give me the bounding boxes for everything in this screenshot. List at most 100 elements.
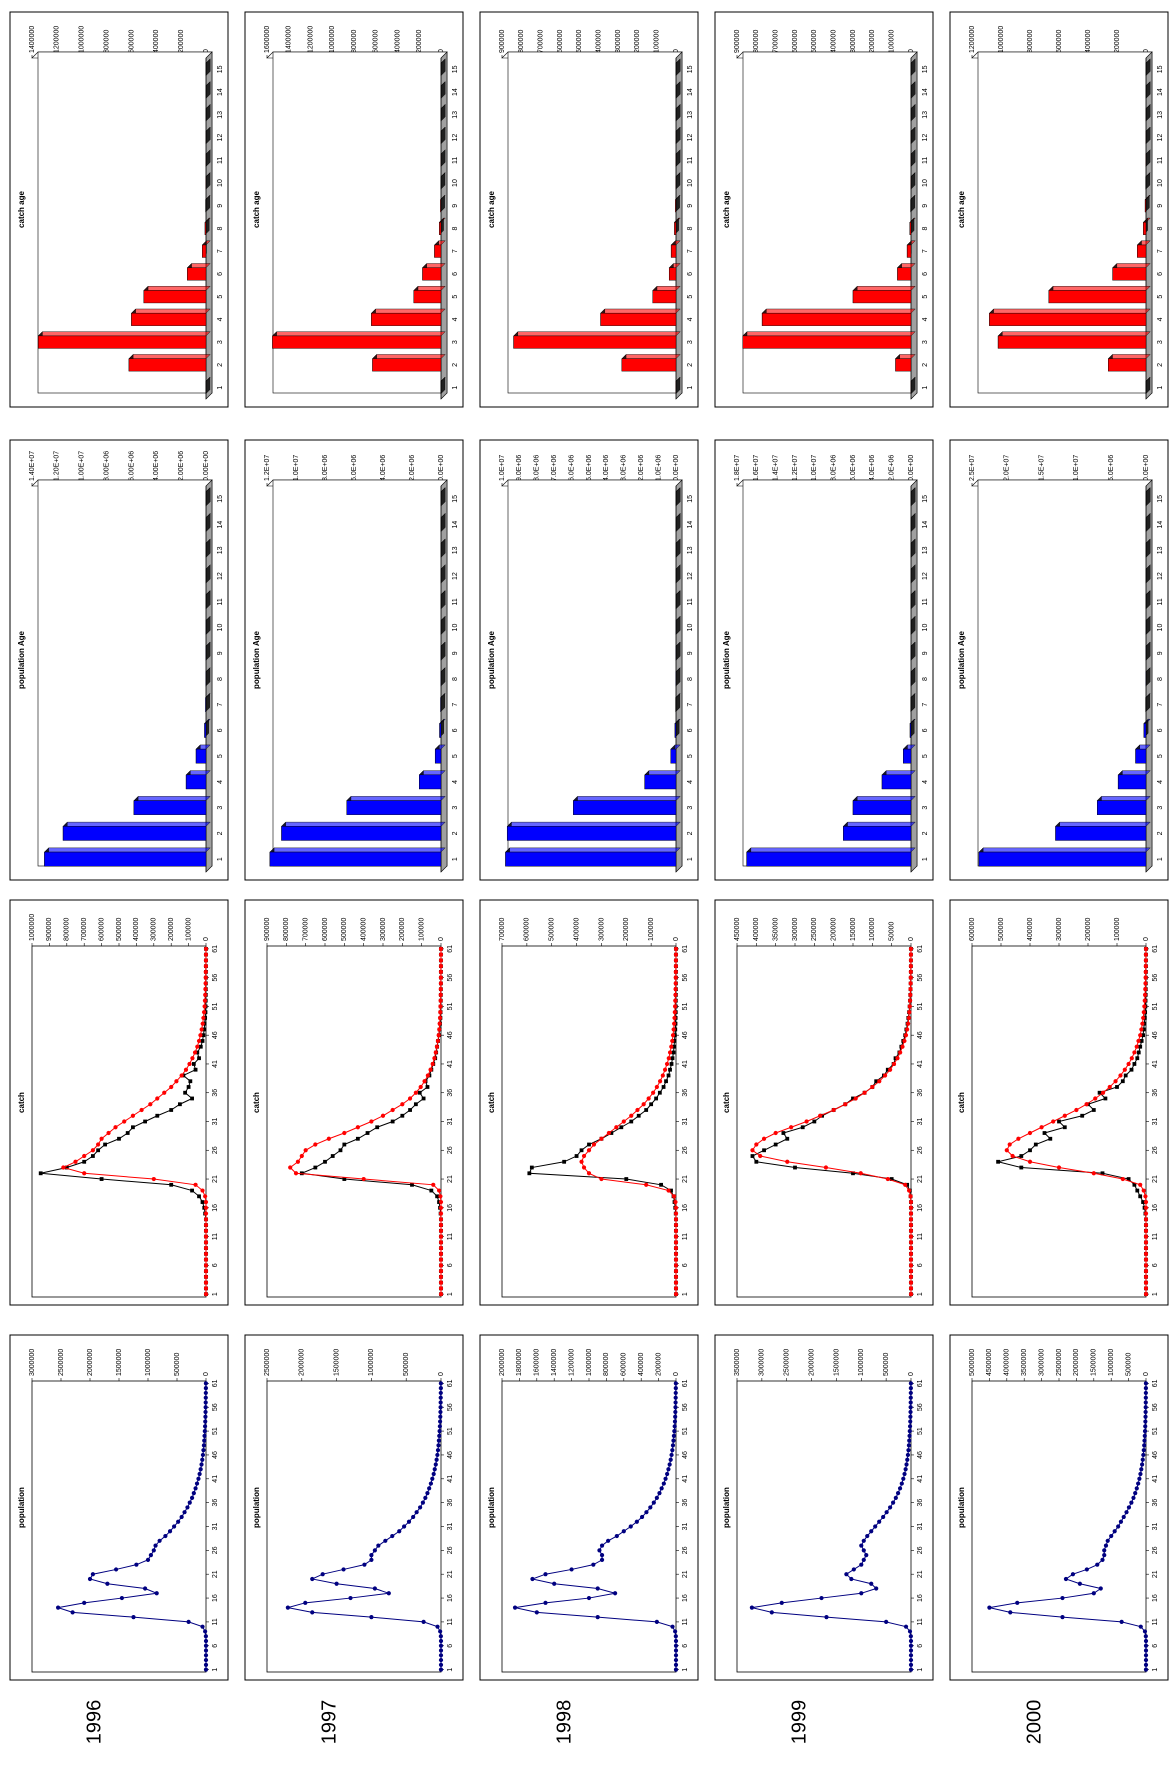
value-tick-label: 1000000	[586, 1349, 593, 1376]
value-tick-label: 500000	[549, 918, 556, 941]
category-tick-label: 6	[1157, 728, 1164, 732]
marker	[908, 1222, 914, 1228]
marker	[1143, 1263, 1149, 1268]
marker	[671, 1050, 676, 1055]
marker	[673, 969, 678, 974]
value-tick-label: 6.0E+06	[568, 455, 575, 481]
marker	[634, 1519, 639, 1524]
marker	[1063, 1576, 1069, 1582]
bar-depth	[600, 308, 681, 314]
marker	[355, 1125, 360, 1130]
marker	[438, 1292, 444, 1297]
category-tick-label: 11	[217, 598, 224, 605]
marker	[143, 1586, 148, 1591]
category-tick-label: 46	[212, 1031, 219, 1039]
marker	[438, 1286, 444, 1291]
panel-frame	[244, 439, 464, 881]
marker	[908, 1194, 913, 1199]
marker	[761, 1136, 767, 1141]
marker	[438, 1381, 443, 1386]
value-tick-label: 1.4E+07	[773, 455, 780, 481]
category-tick-label: 36	[1152, 1499, 1159, 1507]
marker	[908, 1245, 914, 1251]
marker	[902, 1471, 907, 1477]
category-tick-label: 3	[1157, 806, 1164, 810]
marker	[586, 1595, 592, 1601]
marker	[313, 1142, 318, 1147]
bar	[1143, 222, 1147, 235]
value-tick-label: 600000	[322, 918, 329, 941]
value-tick-label: 600000	[98, 918, 105, 941]
bar	[881, 774, 912, 790]
marker	[888, 1067, 893, 1072]
marker	[672, 1044, 676, 1049]
value-tick-label: 200000	[634, 30, 641, 53]
marker	[417, 1090, 422, 1095]
value-tick-label: 0	[438, 1372, 445, 1376]
marker	[178, 1102, 182, 1107]
value-tick-label: 1200000	[568, 1349, 575, 1376]
value-tick-label: 8.00E+06	[103, 451, 110, 481]
chart-title: population Age	[252, 630, 261, 688]
category-tick-label: 1	[447, 1668, 454, 1672]
marker	[987, 1605, 992, 1610]
category-tick-label: 36	[447, 1089, 454, 1097]
marker	[562, 1159, 567, 1164]
category-tick-label: 46	[212, 1451, 219, 1459]
value-tick-label: 700000	[773, 30, 780, 53]
marker	[1056, 1165, 1062, 1170]
marker	[665, 1471, 670, 1477]
bar-depth	[746, 847, 916, 853]
category-tick-label: 4	[452, 780, 459, 784]
category-tick-label: 36	[447, 1499, 454, 1507]
bar-depth	[506, 821, 681, 827]
panel-frame	[244, 1334, 464, 1681]
value-tick-label: 800000	[351, 30, 358, 53]
marker	[907, 1629, 913, 1634]
marker	[1103, 1543, 1109, 1548]
marker	[96, 1142, 101, 1147]
marker	[1142, 992, 1148, 998]
marker	[1143, 1286, 1149, 1291]
marker	[1080, 1113, 1085, 1118]
category-tick-label: 14	[922, 88, 929, 96]
marker	[397, 1529, 402, 1534]
marker	[191, 1062, 196, 1066]
marker	[907, 1438, 912, 1443]
category-tick-label: 7	[1157, 703, 1164, 707]
category-tick-label: 8	[922, 677, 929, 681]
value-tick-label: 200000	[416, 30, 423, 53]
bar	[204, 222, 207, 235]
marker	[621, 1529, 626, 1534]
marker	[73, 1159, 78, 1164]
value-tick-label: 500000	[998, 918, 1005, 941]
marker	[862, 1090, 867, 1095]
marker	[672, 1419, 678, 1424]
marker	[864, 1553, 869, 1558]
marker	[1062, 1125, 1067, 1130]
category-tick-label: 4	[1157, 317, 1164, 321]
marker	[673, 1199, 678, 1205]
marker	[669, 1452, 674, 1458]
value-tick-label: 1600000	[264, 26, 271, 53]
category-tick-label: 3	[687, 340, 694, 344]
marker	[1143, 1653, 1149, 1658]
category-tick-label: 61	[447, 945, 454, 953]
value-tick-label: 0	[673, 937, 680, 941]
marker	[56, 1605, 61, 1610]
bar	[670, 748, 677, 764]
category-tick-label: 3	[452, 806, 459, 810]
marker	[527, 1171, 532, 1176]
marker	[609, 1131, 614, 1135]
category-tick-label: 14	[687, 88, 694, 96]
marker	[402, 1524, 407, 1529]
category-tick-label: 12	[217, 572, 224, 580]
bar	[600, 312, 677, 326]
bar	[195, 748, 207, 764]
category-tick-label: 36	[1152, 1089, 1159, 1097]
marker	[849, 1576, 854, 1582]
marker	[183, 1067, 189, 1072]
category-tick-label: 10	[217, 179, 224, 187]
category-tick-label: 6	[217, 728, 224, 732]
category-tick-label: 26	[447, 1146, 454, 1154]
